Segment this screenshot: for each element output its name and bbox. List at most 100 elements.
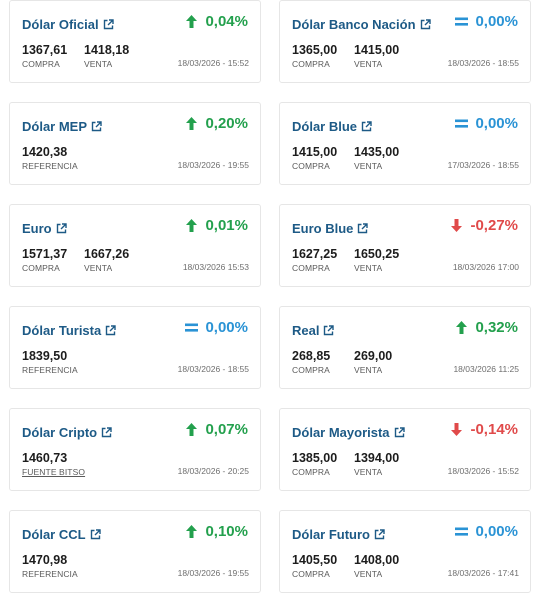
secondary-label: VENTA	[354, 467, 383, 477]
external-link-icon	[101, 427, 112, 438]
arrow-up-icon	[185, 14, 198, 29]
update-timestamp: 18/03/2026 - 17:41	[447, 568, 519, 578]
change-indicator: 0,10%	[185, 523, 248, 540]
equals-icon	[185, 320, 199, 335]
quote-card: Dólar MEP 0,20% 1420,38 REFERENCIA 18/03/202…	[9, 102, 261, 185]
quote-title-link[interactable]: Dólar Oficial	[22, 17, 114, 32]
secondary-label: VENTA	[354, 569, 383, 579]
quote-card: Dólar Futuro 0,00% 1405,50 COMPRA 1408,00 VEN…	[279, 510, 531, 593]
update-timestamp: 18/03/2026 - 18:55	[177, 364, 249, 374]
secondary-label: VENTA	[354, 59, 383, 69]
arrow-up-icon	[185, 218, 198, 233]
primary-value: 1420,38	[22, 145, 68, 159]
secondary-label: VENTA	[354, 161, 383, 171]
equals-icon	[455, 14, 469, 29]
quote-title-link[interactable]: Dólar Banco Nación	[292, 17, 431, 32]
quote-title-link[interactable]: Dólar Cripto	[22, 425, 112, 440]
change-percent: 0,00%	[475, 523, 518, 540]
secondary-label: VENTA	[354, 263, 383, 273]
change-indicator: 0,00%	[455, 523, 518, 540]
primary-label: REFERENCIA	[22, 569, 78, 579]
secondary-value: 1435,00	[354, 145, 400, 159]
arrow-up-icon	[455, 320, 468, 335]
change-indicator: 0,20%	[185, 115, 248, 132]
change-percent: 0,10%	[205, 523, 248, 540]
change-indicator: -0,27%	[450, 217, 518, 234]
change-indicator: 0,00%	[455, 13, 518, 30]
quote-title: Euro Blue	[292, 221, 354, 236]
primary-label: COMPRA	[292, 569, 330, 579]
arrow-down-icon	[450, 218, 463, 233]
primary-label: COMPRA	[292, 263, 330, 273]
external-link-icon	[323, 325, 335, 336]
change-indicator: 0,04%	[185, 13, 248, 30]
primary-value: 1839,50	[22, 349, 68, 363]
primary-value: 1460,73	[22, 451, 68, 465]
quote-card: Dólar Mayorista -0,14% 1385,00 COMPRA 1394,0…	[279, 408, 531, 491]
primary-label: COMPRA	[292, 161, 330, 171]
arrow-up-icon	[185, 524, 198, 539]
external-link-icon	[394, 427, 405, 438]
update-timestamp: 18/03/2026 - 20:25	[177, 466, 249, 476]
arrow-down-icon	[450, 422, 463, 437]
quote-title: Dólar CCL	[22, 527, 86, 542]
change-percent: 0,32%	[475, 319, 518, 336]
quote-title-link[interactable]: Real	[292, 323, 335, 338]
secondary-value: 1667,26	[84, 247, 130, 261]
update-timestamp: 18/03/2026 - 15:52	[177, 58, 249, 68]
change-indicator: 0,00%	[455, 115, 518, 132]
change-percent: 0,07%	[205, 421, 248, 438]
secondary-value: 1408,00	[354, 553, 400, 567]
external-link-icon	[105, 325, 116, 336]
update-timestamp: 18/03/2026 - 15:52	[447, 466, 519, 476]
quote-title-link[interactable]: Dólar Mayorista	[292, 425, 405, 440]
primary-label: COMPRA	[292, 467, 330, 477]
equals-icon	[455, 116, 469, 131]
secondary-label: VENTA	[84, 59, 113, 69]
secondary-value: 1415,00	[354, 43, 400, 57]
secondary-value: 269,00	[354, 349, 393, 363]
equals-icon	[455, 524, 469, 539]
quote-card: Real 0,32% 268,85 COMPRA 269,00 VENTA 18/03/20…	[279, 306, 531, 389]
source-link[interactable]: FUENTE BITSO	[22, 467, 86, 477]
quote-card: Dólar Cripto 0,07% 1460,73 FUENTE BITSO 18/0…	[9, 408, 261, 491]
change-percent: 0,00%	[205, 319, 248, 336]
quote-title: Dólar Mayorista	[292, 425, 390, 440]
change-percent: 0,01%	[205, 217, 248, 234]
change-indicator: 0,32%	[455, 319, 518, 336]
external-link-icon	[357, 223, 369, 234]
quote-title-link[interactable]: Dólar Blue	[292, 119, 372, 134]
quote-title-link[interactable]: Euro Blue	[292, 221, 369, 236]
quote-title: Dólar MEP	[22, 119, 88, 134]
update-timestamp: 18/03/2026 17:00	[452, 262, 519, 272]
change-percent: 0,20%	[205, 115, 248, 132]
quote-title-link[interactable]: Dólar Futuro	[292, 527, 385, 542]
update-timestamp: 18/03/2026 - 19:55	[177, 160, 249, 170]
secondary-value: 1650,25	[354, 247, 400, 261]
quote-title-link[interactable]: Euro	[22, 221, 67, 236]
quote-title: Dólar Cripto	[22, 425, 98, 440]
quote-title: Dólar Turista	[22, 323, 102, 338]
arrow-up-icon	[185, 116, 198, 131]
quote-title: Real	[292, 323, 320, 338]
quote-title-link[interactable]: Dólar MEP	[22, 119, 102, 134]
external-link-icon	[420, 19, 431, 30]
update-timestamp: 17/03/2026 - 18:55	[447, 160, 519, 170]
quote-title-link[interactable]: Dólar Turista	[22, 323, 116, 338]
quote-card: Dólar Blue 0,00% 1415,00 COMPRA 1435,00 VENTA…	[279, 102, 531, 185]
primary-value: 1367,61	[22, 43, 68, 57]
primary-value: 268,85	[292, 349, 331, 363]
external-link-icon	[90, 529, 101, 540]
quote-title-link[interactable]: Dólar CCL	[22, 527, 101, 542]
change-indicator: 0,00%	[185, 319, 248, 336]
quote-title: Euro	[22, 221, 52, 236]
change-percent: 0,04%	[205, 13, 248, 30]
quote-card: Euro Blue -0,27% 1627,25 COMPRA 1650,25 VENTA…	[279, 204, 531, 287]
change-indicator: -0,14%	[450, 421, 518, 438]
secondary-value: 1418,18	[84, 43, 130, 57]
primary-value: 1405,50	[292, 553, 338, 567]
change-percent: 0,00%	[475, 13, 518, 30]
quote-card: Dólar Turista 0,00% 1839,50 REFERENCIA 18/03…	[9, 306, 261, 389]
primary-label: REFERENCIA	[22, 161, 78, 171]
